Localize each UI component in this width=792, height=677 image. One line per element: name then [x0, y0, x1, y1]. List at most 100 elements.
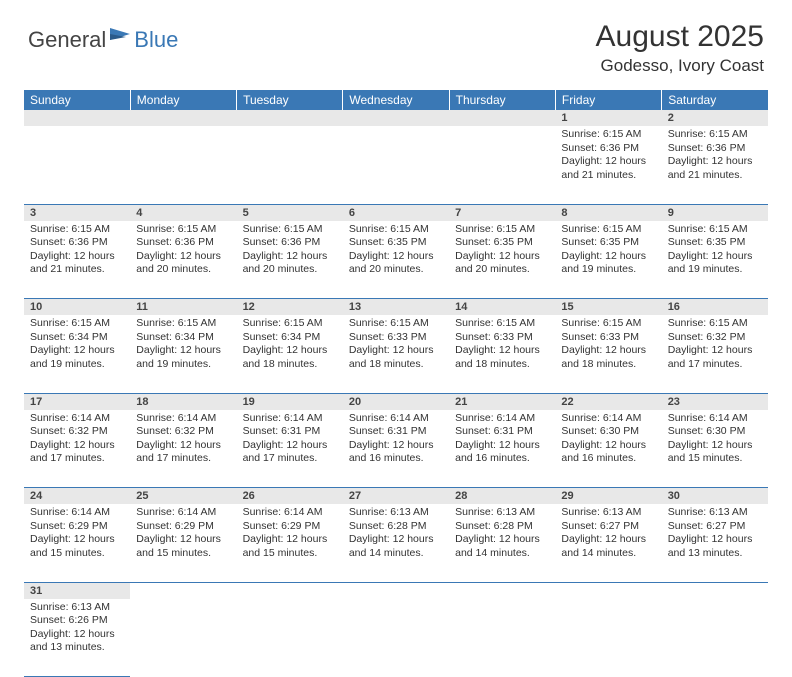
week-row: Sunrise: 6:15 AMSunset: 6:36 PMDaylight:…: [24, 221, 768, 299]
day-cell: Sunrise: 6:15 AMSunset: 6:34 PMDaylight:…: [237, 315, 343, 393]
day-cell: Sunrise: 6:15 AMSunset: 6:35 PMDaylight:…: [662, 221, 768, 299]
weekday-header: Friday: [555, 90, 661, 110]
weekday-header: Saturday: [662, 90, 768, 110]
day-number-cell: 8: [555, 204, 661, 221]
day-details: Sunrise: 6:15 AMSunset: 6:34 PMDaylight:…: [130, 315, 236, 376]
day-number-cell: [343, 582, 449, 599]
day-details: Sunrise: 6:15 AMSunset: 6:35 PMDaylight:…: [662, 221, 768, 282]
day-number-cell: 20: [343, 393, 449, 410]
day-number-cell: 2: [662, 110, 768, 126]
day-cell: Sunrise: 6:15 AMSunset: 6:33 PMDaylight:…: [555, 315, 661, 393]
day-cell: [449, 126, 555, 204]
day-cell: Sunrise: 6:13 AMSunset: 6:28 PMDaylight:…: [449, 504, 555, 582]
day-cell: Sunrise: 6:14 AMSunset: 6:29 PMDaylight:…: [24, 504, 130, 582]
day-details: Sunrise: 6:14 AMSunset: 6:32 PMDaylight:…: [24, 410, 130, 471]
day-details: Sunrise: 6:15 AMSunset: 6:32 PMDaylight:…: [662, 315, 768, 376]
day-number-cell: [343, 110, 449, 126]
day-details: Sunrise: 6:14 AMSunset: 6:29 PMDaylight:…: [24, 504, 130, 565]
location: Godesso, Ivory Coast: [596, 56, 764, 76]
logo-text-general: General: [28, 27, 106, 53]
day-number-cell: [130, 582, 236, 599]
day-details: Sunrise: 6:14 AMSunset: 6:29 PMDaylight:…: [237, 504, 343, 565]
daynum-row: 31: [24, 582, 768, 599]
week-row: Sunrise: 6:14 AMSunset: 6:29 PMDaylight:…: [24, 504, 768, 582]
day-number-cell: [24, 110, 130, 126]
day-details: Sunrise: 6:15 AMSunset: 6:35 PMDaylight:…: [449, 221, 555, 282]
day-cell: Sunrise: 6:15 AMSunset: 6:35 PMDaylight:…: [555, 221, 661, 299]
day-details: Sunrise: 6:14 AMSunset: 6:30 PMDaylight:…: [662, 410, 768, 471]
day-cell: Sunrise: 6:15 AMSunset: 6:35 PMDaylight:…: [343, 221, 449, 299]
day-details: Sunrise: 6:15 AMSunset: 6:34 PMDaylight:…: [24, 315, 130, 376]
day-number-cell: [237, 582, 343, 599]
day-number-cell: 11: [130, 299, 236, 316]
day-details: Sunrise: 6:13 AMSunset: 6:28 PMDaylight:…: [449, 504, 555, 565]
daynum-row: 17181920212223: [24, 393, 768, 410]
day-number-cell: 9: [662, 204, 768, 221]
day-cell: Sunrise: 6:14 AMSunset: 6:32 PMDaylight:…: [24, 410, 130, 488]
day-cell: Sunrise: 6:15 AMSunset: 6:36 PMDaylight:…: [237, 221, 343, 299]
week-row: Sunrise: 6:15 AMSunset: 6:36 PMDaylight:…: [24, 126, 768, 204]
day-details: Sunrise: 6:15 AMSunset: 6:33 PMDaylight:…: [555, 315, 661, 376]
day-cell: [24, 126, 130, 204]
day-details: Sunrise: 6:15 AMSunset: 6:34 PMDaylight:…: [237, 315, 343, 376]
day-number-cell: 17: [24, 393, 130, 410]
week-row: Sunrise: 6:14 AMSunset: 6:32 PMDaylight:…: [24, 410, 768, 488]
day-number-cell: [237, 110, 343, 126]
day-cell: Sunrise: 6:14 AMSunset: 6:31 PMDaylight:…: [237, 410, 343, 488]
day-cell: Sunrise: 6:13 AMSunset: 6:26 PMDaylight:…: [24, 599, 130, 677]
daynum-row: 12: [24, 110, 768, 126]
day-details: Sunrise: 6:14 AMSunset: 6:31 PMDaylight:…: [343, 410, 449, 471]
day-cell: Sunrise: 6:14 AMSunset: 6:31 PMDaylight:…: [343, 410, 449, 488]
day-number-cell: 3: [24, 204, 130, 221]
day-details: Sunrise: 6:14 AMSunset: 6:29 PMDaylight:…: [130, 504, 236, 565]
weekday-header: Wednesday: [343, 90, 449, 110]
day-details: Sunrise: 6:15 AMSunset: 6:35 PMDaylight:…: [555, 221, 661, 282]
day-number-cell: 30: [662, 488, 768, 505]
day-cell: [662, 599, 768, 677]
day-number-cell: 31: [24, 582, 130, 599]
day-details: Sunrise: 6:15 AMSunset: 6:36 PMDaylight:…: [24, 221, 130, 282]
day-number-cell: 21: [449, 393, 555, 410]
title-block: August 2025 Godesso, Ivory Coast: [596, 20, 764, 76]
daynum-row: 24252627282930: [24, 488, 768, 505]
day-cell: Sunrise: 6:14 AMSunset: 6:31 PMDaylight:…: [449, 410, 555, 488]
day-number-cell: [130, 110, 236, 126]
day-cell: Sunrise: 6:13 AMSunset: 6:27 PMDaylight:…: [662, 504, 768, 582]
daynum-row: 3456789: [24, 204, 768, 221]
day-cell: Sunrise: 6:15 AMSunset: 6:36 PMDaylight:…: [555, 126, 661, 204]
day-number-cell: 12: [237, 299, 343, 316]
day-number-cell: 28: [449, 488, 555, 505]
day-number-cell: [662, 582, 768, 599]
day-number-cell: 1: [555, 110, 661, 126]
logo-flag-icon: [110, 26, 132, 47]
day-cell: [237, 126, 343, 204]
day-number-cell: 13: [343, 299, 449, 316]
day-cell: Sunrise: 6:15 AMSunset: 6:33 PMDaylight:…: [449, 315, 555, 393]
week-row: Sunrise: 6:15 AMSunset: 6:34 PMDaylight:…: [24, 315, 768, 393]
day-number-cell: 16: [662, 299, 768, 316]
day-cell: Sunrise: 6:14 AMSunset: 6:30 PMDaylight:…: [555, 410, 661, 488]
day-cell: Sunrise: 6:14 AMSunset: 6:29 PMDaylight:…: [237, 504, 343, 582]
day-number-cell: 29: [555, 488, 661, 505]
calendar-table: Sunday Monday Tuesday Wednesday Thursday…: [24, 90, 768, 677]
day-details: Sunrise: 6:15 AMSunset: 6:36 PMDaylight:…: [555, 126, 661, 187]
day-details: Sunrise: 6:13 AMSunset: 6:27 PMDaylight:…: [555, 504, 661, 565]
day-cell: [130, 599, 236, 677]
day-number-cell: 23: [662, 393, 768, 410]
day-number-cell: 24: [24, 488, 130, 505]
day-cell: Sunrise: 6:13 AMSunset: 6:28 PMDaylight:…: [343, 504, 449, 582]
day-cell: Sunrise: 6:15 AMSunset: 6:33 PMDaylight:…: [343, 315, 449, 393]
day-number-cell: 18: [130, 393, 236, 410]
day-cell: [130, 126, 236, 204]
day-details: Sunrise: 6:14 AMSunset: 6:31 PMDaylight:…: [237, 410, 343, 471]
weekday-header: Thursday: [449, 90, 555, 110]
header: General Blue August 2025 Godesso, Ivory …: [0, 0, 792, 84]
day-cell: Sunrise: 6:14 AMSunset: 6:30 PMDaylight:…: [662, 410, 768, 488]
month-title: August 2025: [596, 20, 764, 54]
day-cell: Sunrise: 6:15 AMSunset: 6:34 PMDaylight:…: [24, 315, 130, 393]
day-details: Sunrise: 6:13 AMSunset: 6:27 PMDaylight:…: [662, 504, 768, 565]
day-cell: Sunrise: 6:15 AMSunset: 6:34 PMDaylight:…: [130, 315, 236, 393]
day-cell: [343, 599, 449, 677]
day-details: Sunrise: 6:15 AMSunset: 6:33 PMDaylight:…: [343, 315, 449, 376]
day-number-cell: 19: [237, 393, 343, 410]
